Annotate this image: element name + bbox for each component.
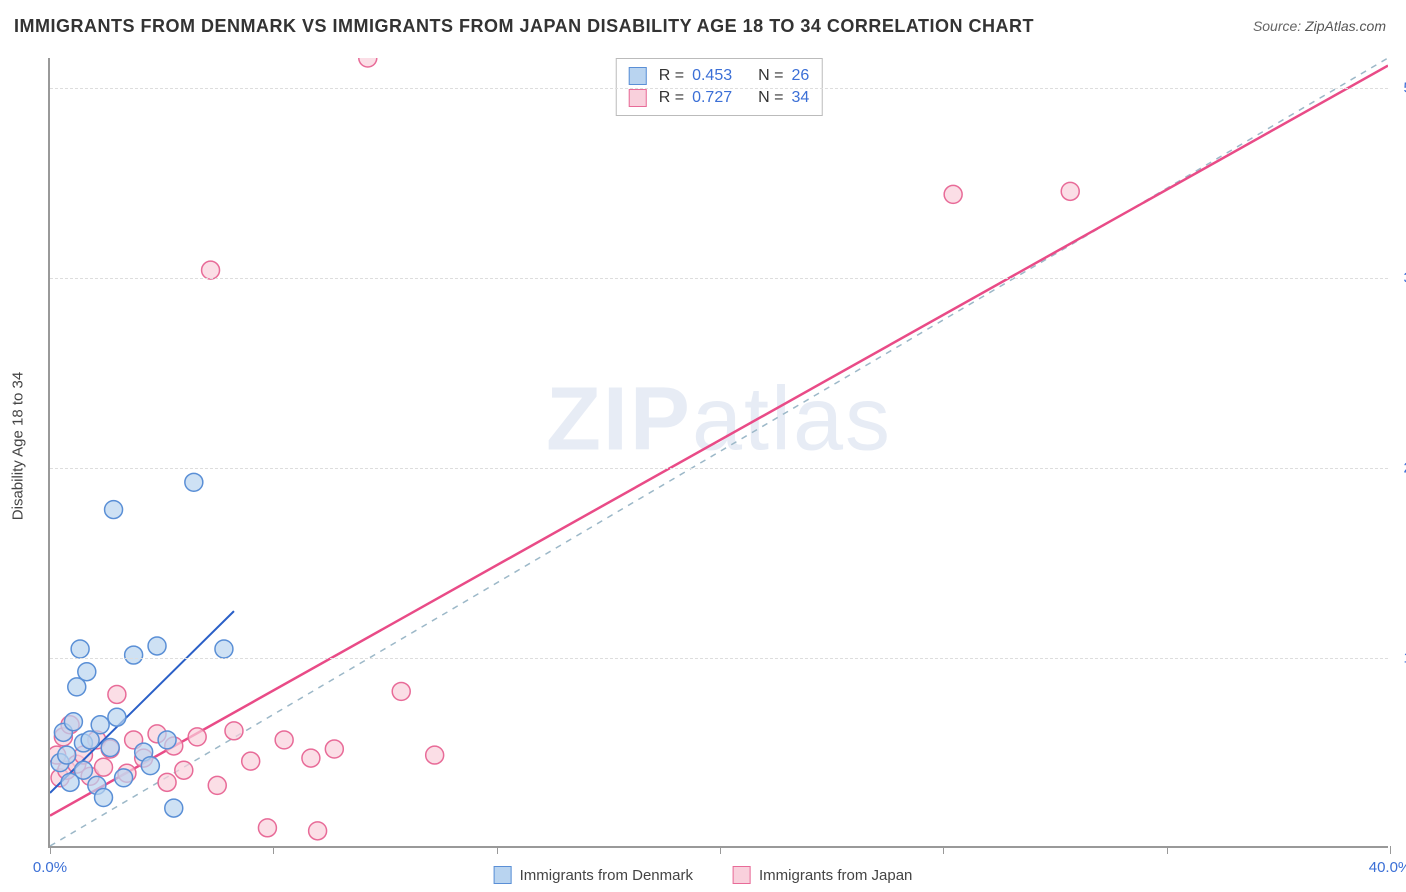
x-tick [720,846,721,854]
r-value-japan: 0.727 [692,89,732,107]
x-tick [943,846,944,854]
gridline-h [50,278,1388,279]
legend-label-denmark: Immigrants from Denmark [520,867,693,884]
swatch-denmark [629,67,647,85]
swatch-japan-bottom [733,866,751,884]
n-value-japan: 34 [791,89,809,107]
plot-area: ZIPatlas R = 0.453 N = 26 R = 0.727 N = … [48,58,1388,848]
n-label: N = [758,89,783,107]
x-tick [1390,846,1391,854]
legend-row-denmark: R = 0.453 N = 26 [629,65,810,87]
x-tick [50,846,51,854]
legend-label-japan: Immigrants from Japan [759,867,912,884]
gridline-h [50,658,1388,659]
swatch-denmark-bottom [494,866,512,884]
watermark: ZIPatlas [546,369,892,472]
r-label: R = [659,67,684,85]
x-tick-label: 0.0% [33,859,67,876]
chart-title: IMMIGRANTS FROM DENMARK VS IMMIGRANTS FR… [14,16,1034,37]
x-tick [497,846,498,854]
r-value-denmark: 0.453 [692,67,732,85]
legend-row-japan: R = 0.727 N = 34 [629,87,810,109]
swatch-japan [629,89,647,107]
legend-item-japan: Immigrants from Japan [733,866,912,884]
y-axis-title: Disability Age 18 to 34 [10,372,27,520]
watermark-bold: ZIP [546,370,692,470]
correlation-chart: IMMIGRANTS FROM DENMARK VS IMMIGRANTS FR… [0,0,1406,892]
legend-item-denmark: Immigrants from Denmark [494,866,693,884]
gridline-h [50,88,1388,89]
legend-series: Immigrants from Denmark Immigrants from … [494,866,913,884]
r-label: R = [659,89,684,107]
x-tick [1167,846,1168,854]
legend-correlation: R = 0.453 N = 26 R = 0.727 N = 34 [616,58,823,116]
gridline-h [50,468,1388,469]
chart-svg [50,58,1388,846]
source-label: Source: [1253,18,1301,34]
n-value-denmark: 26 [791,67,809,85]
n-label: N = [758,67,783,85]
watermark-light: atlas [692,370,892,470]
x-tick-label: 40.0% [1369,859,1406,876]
source-attribution: Source: ZipAtlas.com [1253,18,1386,34]
source-value: ZipAtlas.com [1305,18,1386,34]
x-tick [273,846,274,854]
